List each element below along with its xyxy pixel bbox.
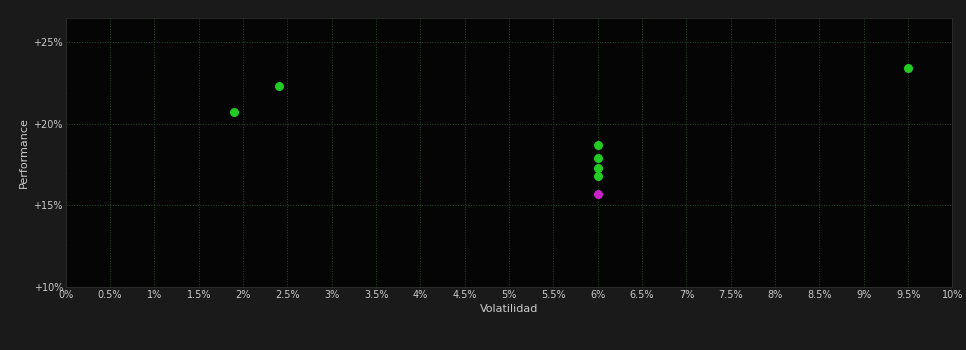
Point <box>226 110 242 115</box>
Point <box>590 155 606 161</box>
Point <box>590 191 606 197</box>
X-axis label: Volatilidad: Volatilidad <box>480 304 538 314</box>
Point <box>900 65 916 71</box>
Y-axis label: Performance: Performance <box>19 117 29 188</box>
Point <box>590 165 606 170</box>
Point <box>270 83 286 89</box>
Point <box>590 173 606 179</box>
Point <box>590 142 606 148</box>
